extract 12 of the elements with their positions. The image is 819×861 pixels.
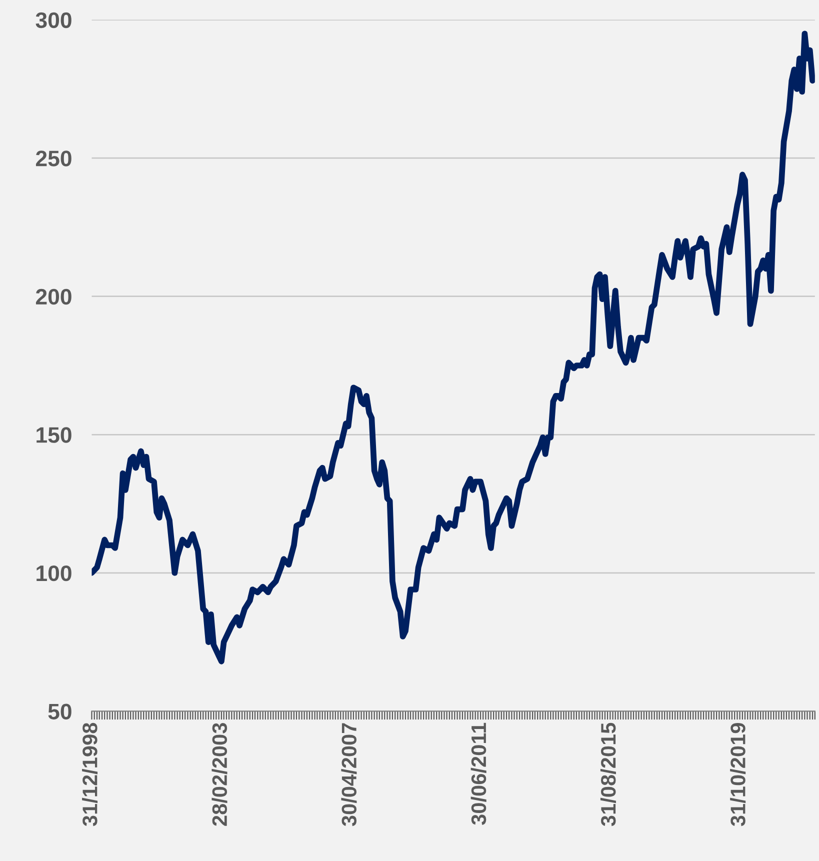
x-tick-label: 30/04/2007	[341, 723, 357, 826]
x-tick-label: 31/08/2015	[600, 722, 616, 826]
y-tick-label: 250	[36, 150, 72, 166]
y-tick-label: 50	[48, 704, 72, 720]
x-tick-label: 31/10/2019	[730, 723, 746, 826]
x-tick-label: 31/12/1998	[82, 722, 98, 826]
x-tick-label: 28/02/2003	[212, 723, 228, 826]
y-tick-label: 100	[36, 565, 72, 582]
x-tick-label: 30/06/2011	[470, 722, 486, 825]
y-tick-label: 300	[36, 12, 72, 28]
y-tick-label: 200	[36, 288, 72, 305]
y-tick-label: 150	[36, 427, 72, 443]
